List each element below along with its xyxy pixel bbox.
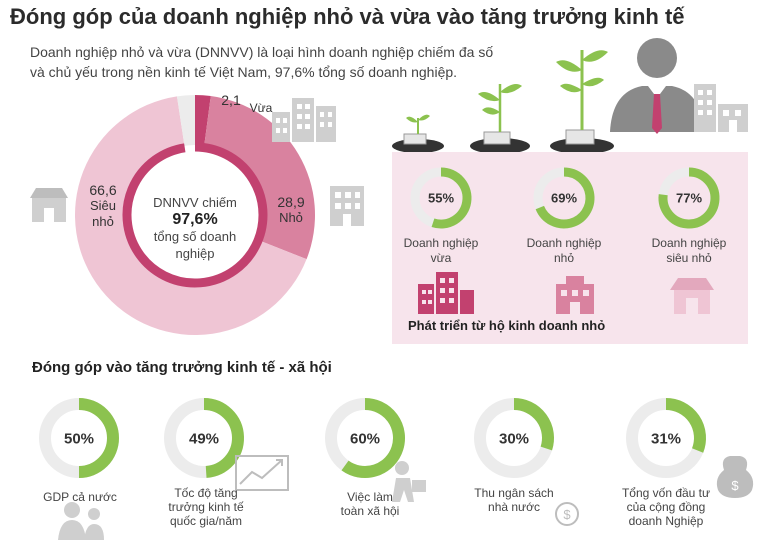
donut-center-text: DNNVV chiếm 97,6% tổng số doanh nghiệp	[130, 194, 260, 262]
contrib-label-ngan-sach-2: nhà nước	[488, 500, 540, 514]
worker-icon	[392, 461, 426, 502]
contrib-label-ngan-sach: Thu ngân sách nhà nước	[454, 486, 574, 514]
contrib-ring-viec-lam-arc	[341, 398, 405, 478]
panel-label-nho-2: nhỏ	[553, 251, 575, 265]
svg-text:$: $	[563, 507, 571, 522]
donut-inner-disc	[125, 145, 265, 285]
panel-ring-sieu-nho-arc	[658, 167, 720, 229]
contrib-label-von-dau-tu-2: của cộng đồng	[626, 500, 706, 514]
panel-label-vua-2: vừa	[430, 251, 452, 265]
panel-label-nho: Doanh nghiệp nhỏ	[509, 236, 619, 266]
donut-label-sieu-nho-name-1: Siêu	[89, 198, 117, 213]
contrib-ring-tang-truong-arc	[203, 398, 244, 478]
office-buildings-icon	[694, 84, 748, 132]
donut-label-vua-value: 2,1	[221, 92, 241, 108]
intro-text-line-2: và chủ yếu trong nền kinh tế Việt Nam, 9…	[30, 64, 458, 80]
panel-label-vua: Doanh nghiệp vừa	[386, 236, 496, 266]
money-bag-icon: $	[716, 456, 754, 498]
contrib-ring-gdp-value: 50%	[64, 430, 94, 447]
center-value: 97,6%	[172, 211, 218, 228]
page-title: Đóng góp của doanh nghiệp nhỏ và vừa vào…	[10, 4, 685, 29]
contrib-ring-von-dau-tu-value: 31%	[651, 430, 681, 447]
panel-label-sieu-nho: Doanh nghiệp siêu nhỏ	[634, 236, 744, 266]
donut-label-vua-name: Vừa	[249, 101, 273, 115]
businessman-icon	[610, 38, 704, 134]
people-money-icon	[58, 502, 104, 540]
main-donut-chart	[75, 95, 315, 336]
contrib-label-viec-lam-2: toàn xã hội	[340, 504, 400, 518]
buildings-icon	[272, 98, 336, 142]
panel-label-nho-1: Doanh nghiệp	[526, 236, 602, 250]
contrib-ring-ngan-sach-arc	[513, 398, 554, 451]
panel-caption: Phát triển từ hộ kinh doanh nhỏ	[408, 318, 606, 333]
donut-inner-share-arc	[122, 142, 268, 288]
growth-chart-icon	[235, 455, 289, 491]
panel-label-vua-1: Doanh nghiệp	[403, 236, 479, 250]
contrib-ring-gdp-arc	[78, 398, 119, 478]
contrib-ring-viec-lam-value: 60%	[350, 430, 380, 447]
svg-text:$: $	[731, 478, 739, 493]
contrib-label-gdp-1: GDP cả nước	[43, 490, 117, 504]
contrib-ring-von-dau-tu-arc	[665, 398, 706, 453]
contrib-label-tang-truong-1: Tốc độ tăng	[174, 486, 238, 500]
panel-ring-sieu-nho-value: 77%	[676, 191, 702, 206]
panel-ring-nho-value: 69%	[551, 191, 577, 206]
seedling-icon	[392, 114, 444, 153]
donut-segment-remainder	[176, 95, 195, 154]
center-line-4: nghiệp	[175, 246, 215, 261]
contrib-label-von-dau-tu-3: doanh Nghiệp	[628, 514, 704, 528]
grown-plant-icon	[550, 50, 614, 154]
contrib-ring-ngan-sach-value: 30%	[499, 430, 529, 447]
contrib-label-tang-truong: Tốc độ tăng trưởng kinh tế quốc gia/năm	[146, 486, 266, 528]
donut-segment-sieu-nho	[75, 96, 307, 336]
section-title: Đóng góp vào tăng trưởng kinh tế - xã hộ…	[32, 359, 332, 376]
donut-label-sieu-nho-value: 66,6	[89, 182, 117, 198]
tall-building-icon	[418, 272, 474, 314]
small-shop-icon	[670, 278, 714, 314]
contrib-label-gdp: GDP cả nước	[20, 490, 140, 504]
building-icon	[330, 186, 364, 226]
center-line-1: DNNVV chiếm	[153, 195, 237, 210]
contrib-label-tang-truong-3: quốc gia/năm	[169, 514, 243, 528]
young-plant-icon	[470, 84, 530, 154]
donut-segment-vua	[195, 95, 211, 154]
contrib-label-ngan-sach-1: Thu ngân sách	[474, 486, 554, 500]
donut-label-nho-name: Nhỏ	[279, 210, 303, 225]
panel-ring-vua-arc	[431, 167, 472, 229]
contrib-label-tang-truong-2: trưởng kinh tế	[168, 500, 244, 514]
contrib-label-von-dau-tu: Tổng vốn đầu tư của cộng đồng doanh Nghi…	[606, 486, 726, 528]
panel-label-sieu-nho-1: Doanh nghiệp	[651, 236, 727, 250]
contrib-ring-tang-truong-value: 49%	[189, 430, 219, 447]
center-line-3: tổng số doanh	[153, 229, 237, 244]
small-building-icon	[556, 276, 594, 314]
contribution-rings: 50% 49% 60% 30% 31%	[39, 398, 706, 478]
donut-label-sieu-nho-name-2: nhỏ	[92, 214, 114, 229]
contrib-label-viec-lam: Việc làm toàn xã hội	[310, 490, 430, 518]
panel-ring-nho-arc	[535, 167, 595, 229]
contrib-label-von-dau-tu-1: Tổng vốn đầu tư	[621, 486, 711, 500]
donut-segment-nho	[203, 96, 315, 260]
donut-label-nho-value: 28,9	[277, 194, 305, 210]
panel-ring-vua-value: 55%	[428, 191, 454, 206]
coin-icon: $	[555, 502, 579, 526]
intro-text-line-1: Doanh nghiệp nhỏ và vừa (DNNVV) là loại …	[30, 44, 494, 60]
shop-icon	[30, 188, 68, 222]
panel-label-sieu-nho-2: siêu nhỏ	[666, 251, 712, 265]
business-type-rings: 55% 69% 77%	[410, 167, 720, 229]
contrib-label-viec-lam-1: Việc làm	[347, 490, 393, 504]
